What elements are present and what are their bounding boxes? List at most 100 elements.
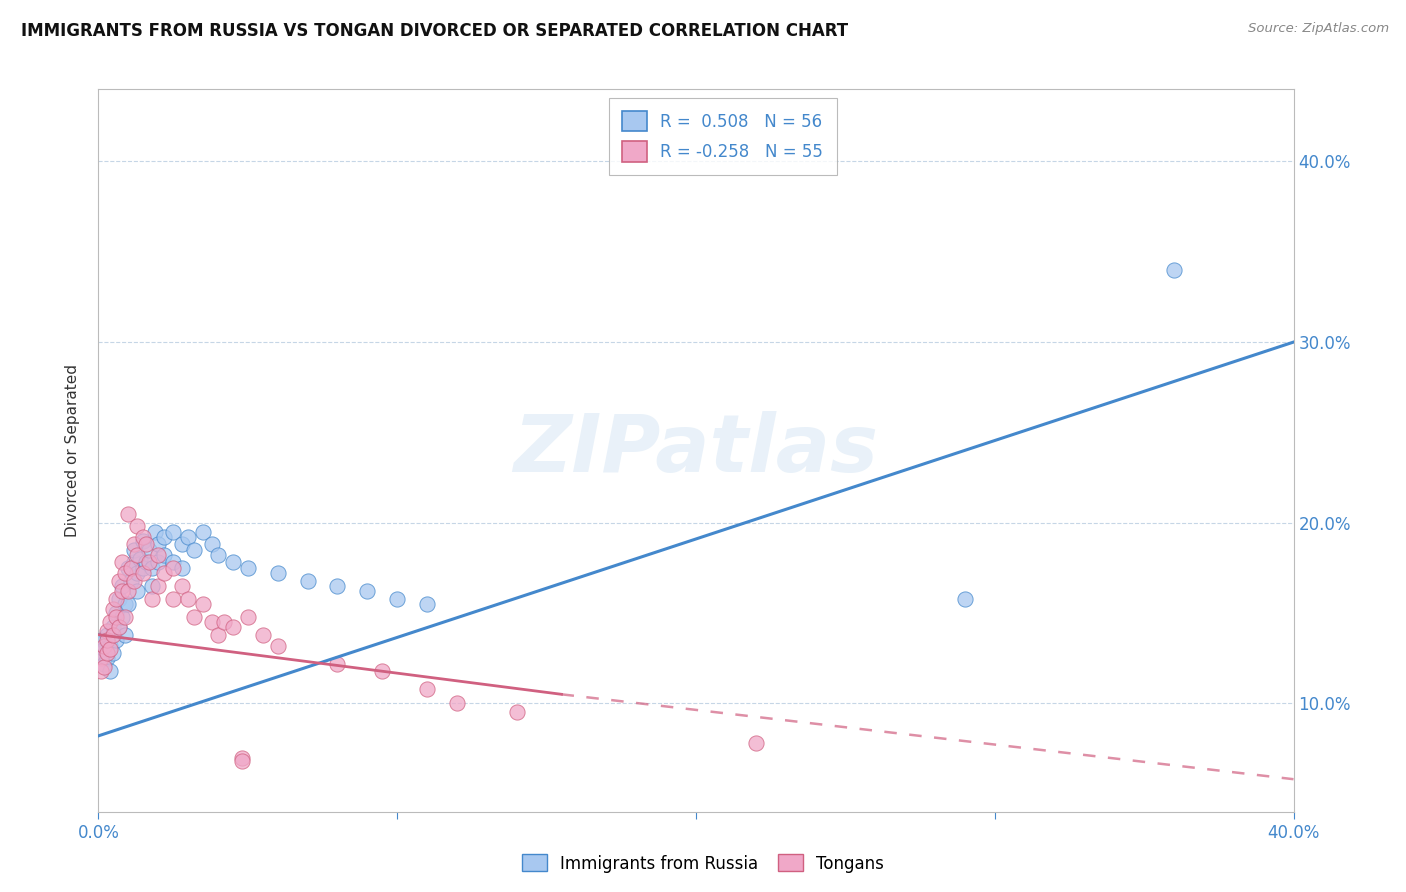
Point: [138, 556, 160, 570]
Point: [90, 664, 112, 678]
Point: [236, 609, 259, 624]
Point: [105, 633, 128, 648]
Point: [141, 579, 163, 593]
Point: [103, 646, 125, 660]
Point: [162, 556, 184, 570]
Point: [135, 537, 157, 551]
Point: [745, 736, 768, 750]
Point: [124, 542, 146, 557]
Point: [129, 551, 152, 566]
Point: [153, 548, 176, 562]
Point: [132, 566, 155, 581]
Point: [98, 639, 122, 653]
Point: [162, 591, 184, 606]
Point: [127, 566, 149, 581]
Point: [98, 615, 122, 629]
Point: [267, 639, 290, 653]
Point: [120, 574, 142, 588]
Point: [124, 537, 146, 551]
Point: [172, 537, 194, 551]
Point: [148, 556, 170, 570]
Point: [138, 542, 160, 557]
Point: [105, 606, 128, 620]
Point: [108, 620, 131, 634]
Point: [191, 597, 214, 611]
Point: [96, 646, 118, 660]
Point: [506, 706, 529, 720]
Point: [148, 537, 170, 551]
Point: [153, 566, 176, 581]
Point: [183, 609, 205, 624]
Point: [111, 556, 134, 570]
Point: [143, 524, 166, 539]
Y-axis label: Divorced or Separated: Divorced or Separated: [65, 364, 80, 537]
Point: [117, 597, 139, 611]
Point: [212, 615, 235, 629]
Point: [416, 681, 439, 696]
Point: [132, 530, 155, 544]
Point: [108, 620, 131, 634]
Point: [371, 664, 394, 678]
Point: [96, 633, 118, 648]
Point: [90, 646, 112, 660]
Point: [222, 620, 245, 634]
Point: [148, 548, 170, 562]
Point: [103, 602, 125, 616]
Point: [103, 628, 125, 642]
Point: [105, 609, 128, 624]
Point: [90, 633, 112, 648]
Point: [135, 556, 157, 570]
Point: [177, 591, 200, 606]
Point: [120, 561, 142, 575]
Point: [201, 615, 224, 629]
Point: [96, 628, 118, 642]
Point: [108, 591, 131, 606]
Point: [953, 591, 976, 606]
Point: [416, 597, 439, 611]
Point: [162, 561, 184, 575]
Point: [111, 579, 134, 593]
Point: [172, 579, 194, 593]
Point: [172, 561, 194, 575]
Point: [111, 609, 134, 624]
Point: [222, 556, 245, 570]
Point: [162, 524, 184, 539]
Point: [385, 591, 409, 606]
Point: [124, 556, 146, 570]
Point: [114, 566, 136, 581]
Point: [96, 651, 118, 665]
Point: [98, 664, 122, 678]
Point: [117, 584, 139, 599]
Point: [117, 561, 139, 575]
Point: [90, 651, 112, 665]
Point: [114, 597, 136, 611]
Point: [207, 548, 229, 562]
Point: [201, 537, 224, 551]
Point: [326, 579, 349, 593]
Point: [231, 750, 253, 764]
Point: [153, 530, 176, 544]
Legend: R =  0.508   N = 56, R = -0.258   N = 55: R = 0.508 N = 56, R = -0.258 N = 55: [609, 97, 837, 175]
Text: Source: ZipAtlas.com: Source: ZipAtlas.com: [1249, 22, 1389, 36]
Point: [141, 561, 163, 575]
Point: [177, 530, 200, 544]
Point: [297, 574, 319, 588]
Point: [446, 696, 468, 710]
Text: ZIPatlas: ZIPatlas: [513, 411, 879, 490]
Point: [236, 561, 259, 575]
Point: [191, 524, 214, 539]
Point: [105, 591, 128, 606]
Point: [267, 566, 290, 581]
Point: [124, 574, 146, 588]
Point: [127, 584, 149, 599]
Point: [207, 628, 229, 642]
Point: [252, 628, 274, 642]
Point: [114, 609, 136, 624]
Point: [114, 628, 136, 642]
Point: [98, 642, 122, 657]
Point: [132, 561, 155, 575]
Point: [93, 657, 115, 671]
Point: [1163, 262, 1185, 277]
Point: [127, 548, 149, 562]
Point: [117, 507, 139, 521]
